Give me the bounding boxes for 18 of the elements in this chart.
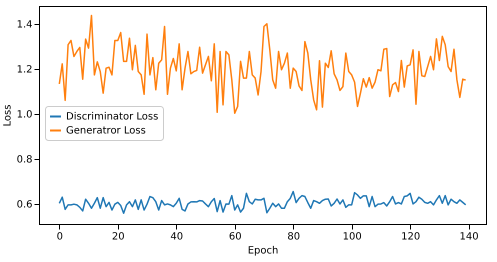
y-axis-title: Loss xyxy=(2,104,14,126)
x-tick-label: 100 xyxy=(342,232,362,242)
y-tick-label: 0.6 xyxy=(16,199,32,210)
x-tick-label: 20 xyxy=(112,232,125,242)
x-tick-label: 120 xyxy=(401,232,420,242)
x-tick-label: 140 xyxy=(460,232,479,242)
y-tick-label: 1.4 xyxy=(16,19,32,30)
legend-label: Discriminator Loss xyxy=(66,112,158,122)
x-tick-label: 80 xyxy=(287,232,300,242)
x-tick-label: 0 xyxy=(56,232,64,242)
y-tick-label: 0.8 xyxy=(16,154,32,166)
y-tick-label: 1.0 xyxy=(16,109,32,120)
y-tick-label: 1.2 xyxy=(16,64,32,76)
x-tick-label: 60 xyxy=(228,232,242,242)
x-tick-label: 40 xyxy=(170,232,184,242)
line-series xyxy=(58,190,466,214)
x-axis-title: Epoch xyxy=(248,246,278,256)
legend-label: Generatror Loss xyxy=(66,126,146,136)
